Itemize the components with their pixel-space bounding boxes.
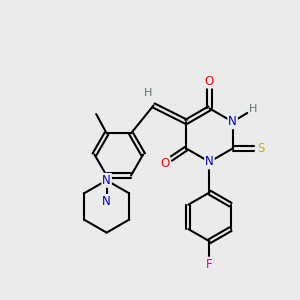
Text: H: H <box>144 88 152 98</box>
Text: N: N <box>228 115 237 128</box>
Text: S: S <box>257 142 264 155</box>
Text: O: O <box>205 74 214 88</box>
Text: O: O <box>160 157 170 170</box>
Text: N: N <box>102 174 111 187</box>
Text: F: F <box>206 258 213 271</box>
Text: N: N <box>102 195 111 208</box>
Text: N: N <box>205 155 214 168</box>
Text: H: H <box>249 104 258 114</box>
